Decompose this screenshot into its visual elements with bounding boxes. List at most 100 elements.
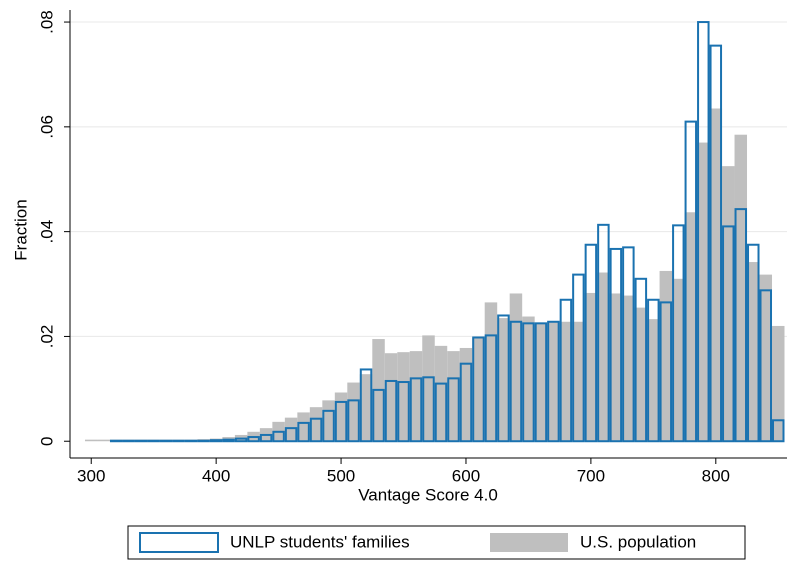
bar bbox=[684, 212, 698, 442]
bar bbox=[159, 439, 173, 443]
bar bbox=[422, 335, 435, 442]
bar bbox=[747, 262, 760, 442]
bar bbox=[759, 289, 773, 443]
bar bbox=[709, 44, 723, 443]
bar bbox=[109, 439, 123, 443]
bar bbox=[609, 293, 623, 442]
bar bbox=[597, 223, 610, 443]
y-tick-label: .02 bbox=[37, 325, 56, 349]
bar bbox=[434, 345, 448, 442]
bar bbox=[722, 166, 735, 442]
bar bbox=[147, 439, 160, 443]
bar bbox=[647, 319, 660, 442]
bar bbox=[309, 417, 323, 443]
bar bbox=[697, 142, 710, 442]
bar bbox=[359, 374, 373, 442]
bar bbox=[597, 272, 610, 442]
bar bbox=[97, 439, 110, 442]
bar bbox=[522, 316, 535, 442]
bar bbox=[209, 439, 223, 443]
bar bbox=[459, 347, 473, 442]
bar bbox=[472, 337, 485, 442]
bar bbox=[122, 439, 135, 443]
x-tick-label: 500 bbox=[327, 466, 355, 485]
y-tick-label: 0 bbox=[37, 436, 56, 445]
bar bbox=[284, 427, 298, 443]
bar bbox=[697, 21, 710, 443]
bar bbox=[234, 437, 248, 443]
y-tick-label: .08 bbox=[37, 10, 56, 34]
bar bbox=[384, 353, 398, 442]
bar bbox=[547, 320, 560, 443]
bar bbox=[772, 325, 785, 442]
bar bbox=[747, 243, 760, 443]
bar bbox=[659, 270, 673, 442]
legend-label: UNLP students' families bbox=[230, 532, 410, 551]
y-axis-title: Fraction bbox=[11, 199, 30, 260]
bar bbox=[672, 278, 685, 442]
bar bbox=[522, 322, 535, 443]
bar bbox=[384, 379, 398, 443]
bar bbox=[584, 243, 598, 443]
bar bbox=[334, 400, 348, 443]
legend-label: U.S. population bbox=[580, 532, 696, 551]
legend-swatch bbox=[139, 532, 219, 553]
y-tick-label: .06 bbox=[37, 115, 56, 139]
bar bbox=[372, 388, 385, 443]
bar bbox=[434, 382, 448, 443]
bar bbox=[447, 351, 460, 442]
bar bbox=[609, 247, 623, 443]
bar bbox=[422, 376, 435, 443]
bar bbox=[184, 439, 198, 443]
bar bbox=[397, 352, 410, 442]
x-tick-label: 600 bbox=[452, 466, 480, 485]
bar bbox=[459, 362, 473, 443]
bar bbox=[497, 318, 510, 442]
bar bbox=[347, 399, 360, 443]
bar bbox=[197, 439, 210, 443]
bar bbox=[134, 439, 148, 443]
bar bbox=[759, 274, 773, 442]
bar bbox=[572, 321, 585, 442]
x-tick-label: 400 bbox=[202, 466, 230, 485]
bar bbox=[409, 377, 423, 443]
bar bbox=[447, 377, 460, 443]
bar bbox=[172, 439, 185, 443]
bar bbox=[484, 302, 498, 442]
bar bbox=[509, 320, 523, 443]
bar bbox=[222, 438, 235, 443]
bar bbox=[634, 277, 648, 443]
bar bbox=[484, 334, 498, 443]
bar bbox=[734, 208, 748, 443]
bar bbox=[584, 292, 598, 442]
bar bbox=[622, 295, 635, 442]
bar bbox=[772, 419, 785, 443]
y-tick-label: .04 bbox=[37, 220, 56, 244]
bar bbox=[534, 322, 548, 443]
legend bbox=[127, 525, 746, 560]
bar bbox=[247, 436, 260, 443]
bar bbox=[722, 225, 735, 443]
bar bbox=[347, 382, 360, 442]
bar bbox=[509, 293, 523, 442]
bar bbox=[397, 381, 410, 443]
bar bbox=[322, 409, 335, 443]
bar bbox=[622, 246, 635, 443]
bar bbox=[684, 120, 698, 443]
bar bbox=[309, 407, 323, 442]
x-tick-label: 700 bbox=[577, 466, 605, 485]
bar bbox=[534, 323, 548, 442]
x-tick-label: 800 bbox=[702, 466, 730, 485]
bar bbox=[409, 351, 423, 442]
bar bbox=[297, 421, 310, 443]
bar bbox=[497, 314, 510, 443]
bar bbox=[659, 301, 673, 443]
bar bbox=[334, 392, 348, 442]
bar bbox=[472, 336, 485, 443]
bar bbox=[284, 417, 298, 442]
bar bbox=[359, 368, 373, 443]
bar bbox=[734, 134, 748, 442]
bar bbox=[297, 412, 310, 442]
bar bbox=[572, 273, 585, 443]
